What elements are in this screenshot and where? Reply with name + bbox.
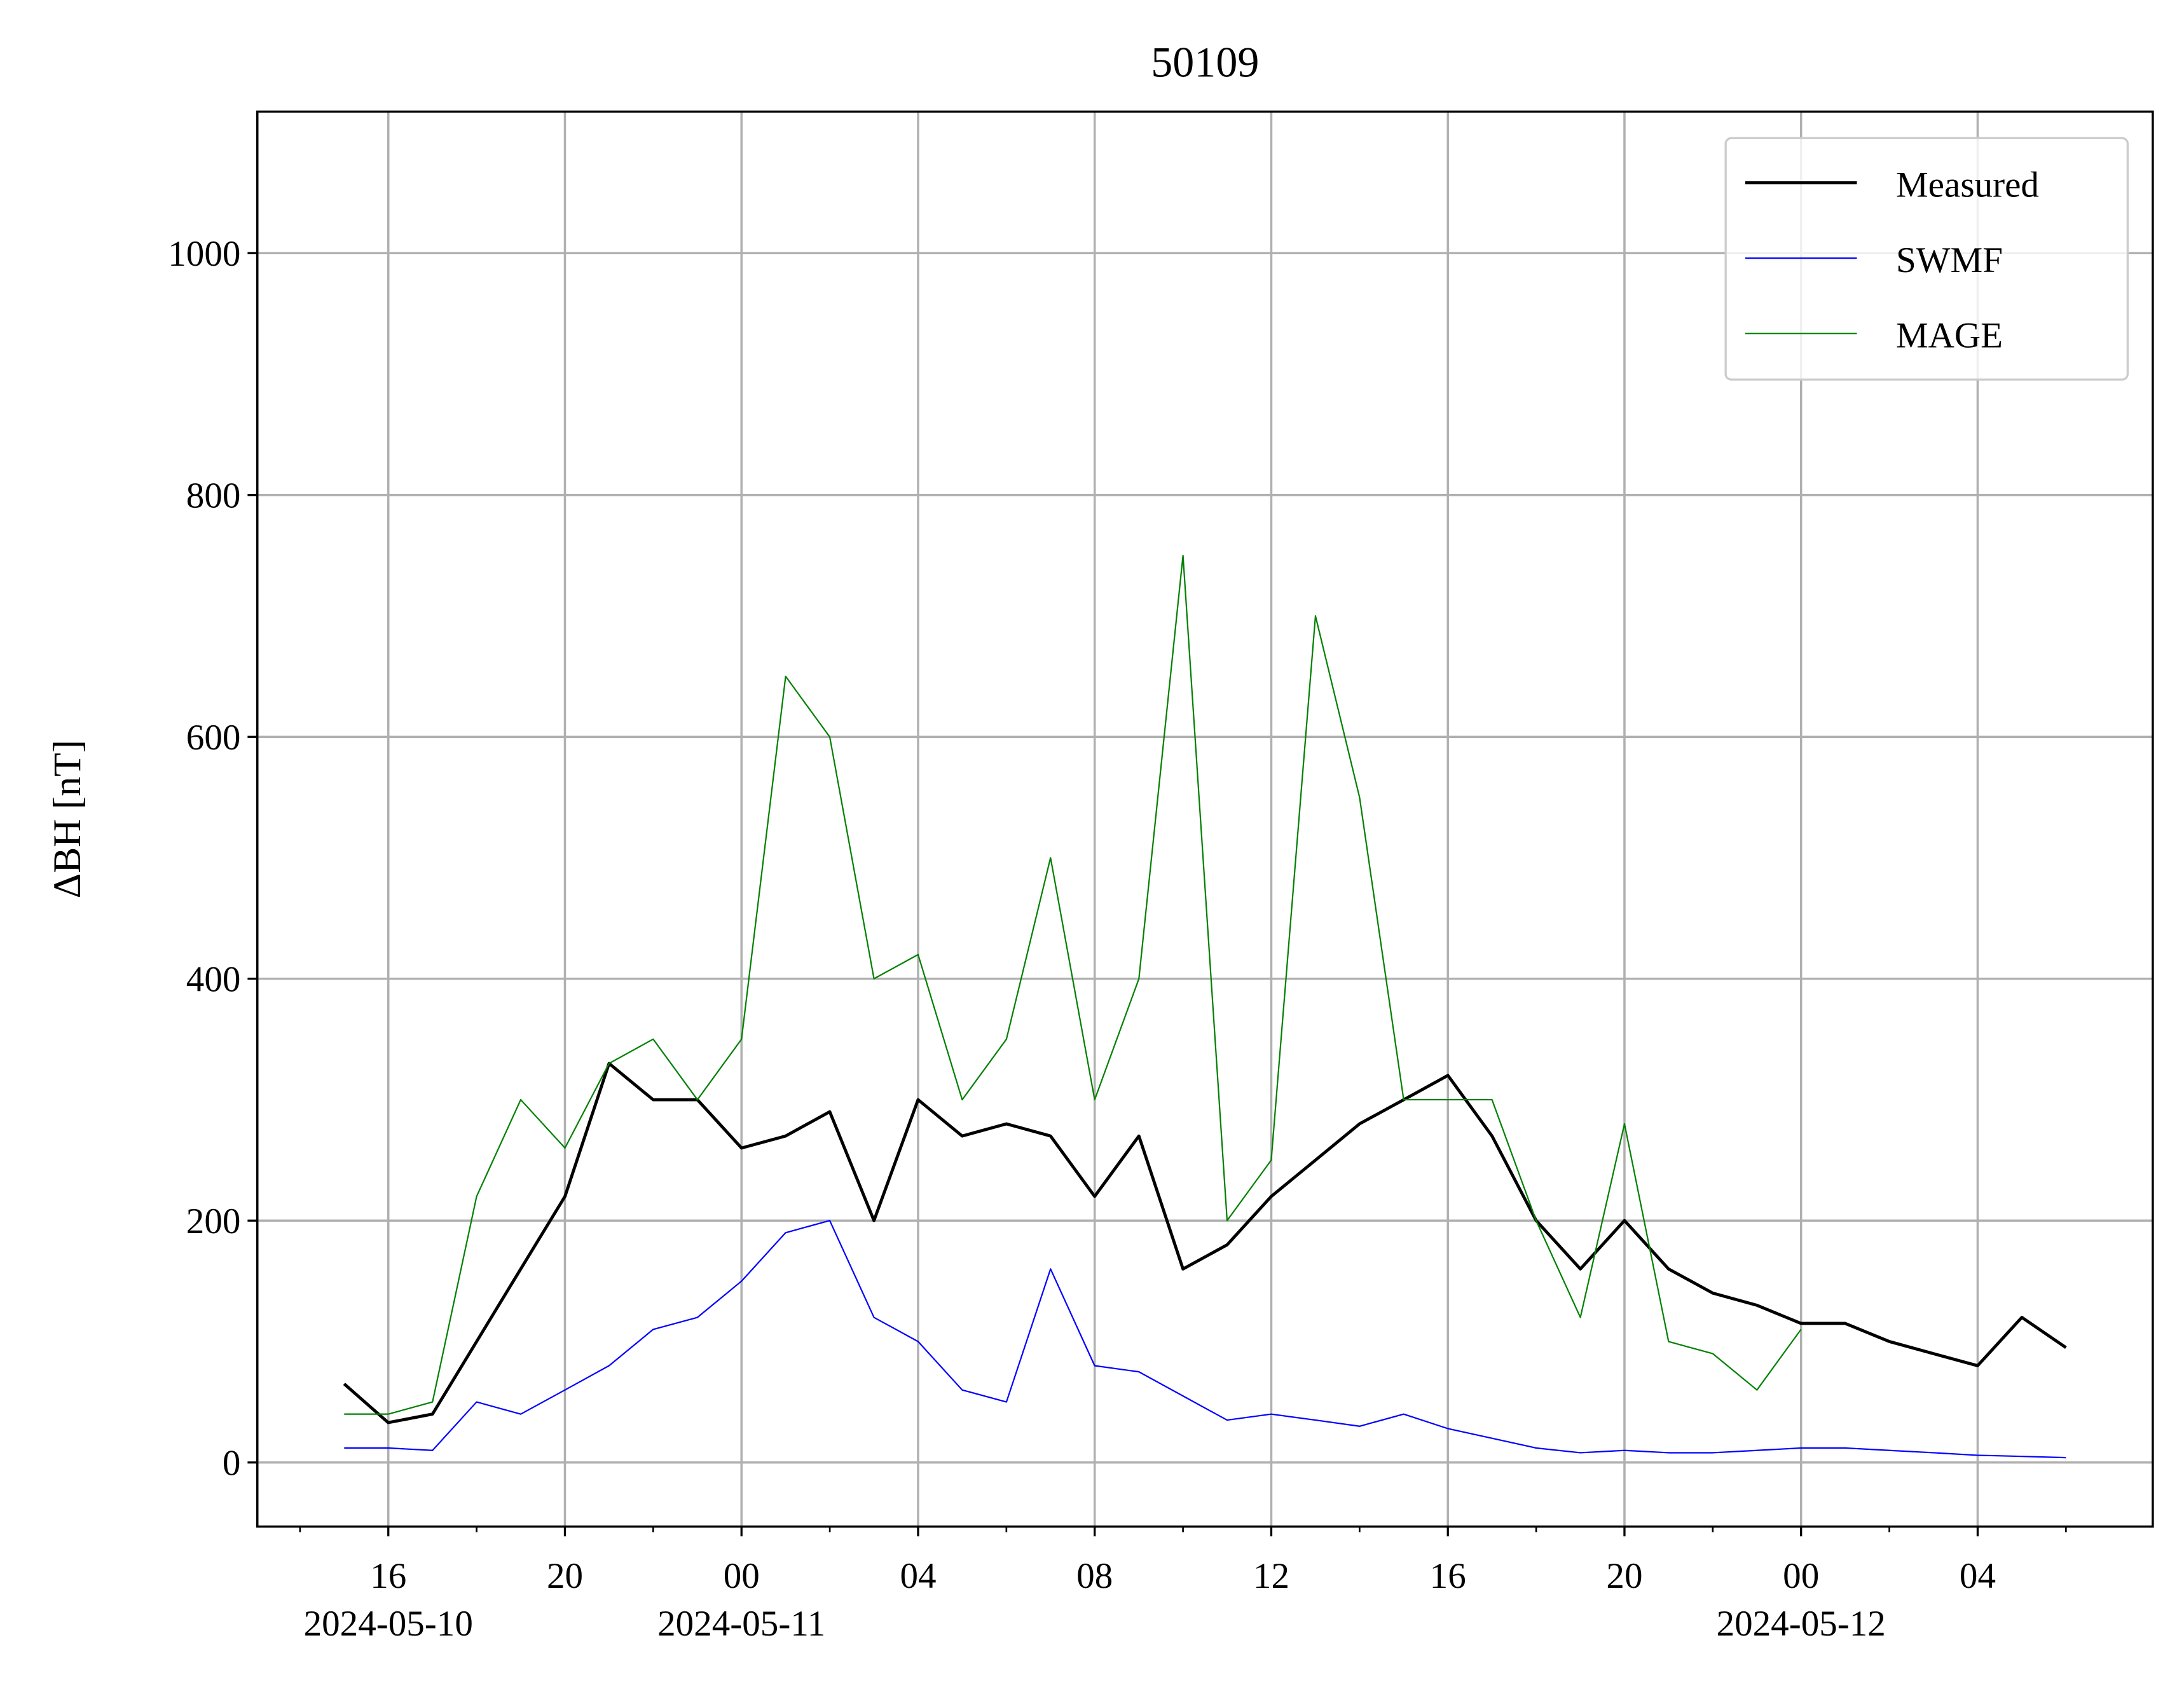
y-tick-label: 400 — [186, 959, 241, 999]
chart-title: 50109 — [1151, 38, 1259, 86]
x-tick-label: 04 — [900, 1556, 936, 1596]
x-tick-label: 20 — [1606, 1556, 1642, 1596]
x-tick-label: 00 2024-05-12 — [1717, 1556, 1886, 1644]
y-tick-label: 600 — [186, 718, 241, 758]
plot-frame — [256, 110, 2154, 1528]
legend-label: MAGE — [1896, 316, 2003, 356]
data-line — [344, 554, 1802, 1415]
x-tick-label: 16 2024-05-10 — [304, 1556, 473, 1644]
x-tick-label: 20 — [547, 1556, 583, 1596]
y-tick-label: 200 — [186, 1201, 241, 1241]
x-tick-label: 16 — [1430, 1556, 1466, 1596]
x-tick-label: 04 — [1960, 1556, 1996, 1596]
legend-label: SWMF — [1896, 240, 2003, 280]
y-tick-label: 800 — [186, 475, 241, 516]
y-tick-label: 1000 — [168, 234, 240, 274]
y-tick-label: 0 — [223, 1444, 241, 1484]
legend-label: Measured — [1896, 165, 2039, 205]
legend-box — [1724, 137, 2129, 381]
data-line — [344, 1220, 2066, 1459]
x-tick-label: 00 2024-05-11 — [657, 1556, 825, 1644]
data-line — [343, 1062, 2067, 1424]
x-tick-label: 12 — [1253, 1556, 1289, 1596]
y-axis-label: ΔBH [nT] — [46, 740, 89, 898]
x-tick-label: 08 — [1076, 1556, 1113, 1596]
